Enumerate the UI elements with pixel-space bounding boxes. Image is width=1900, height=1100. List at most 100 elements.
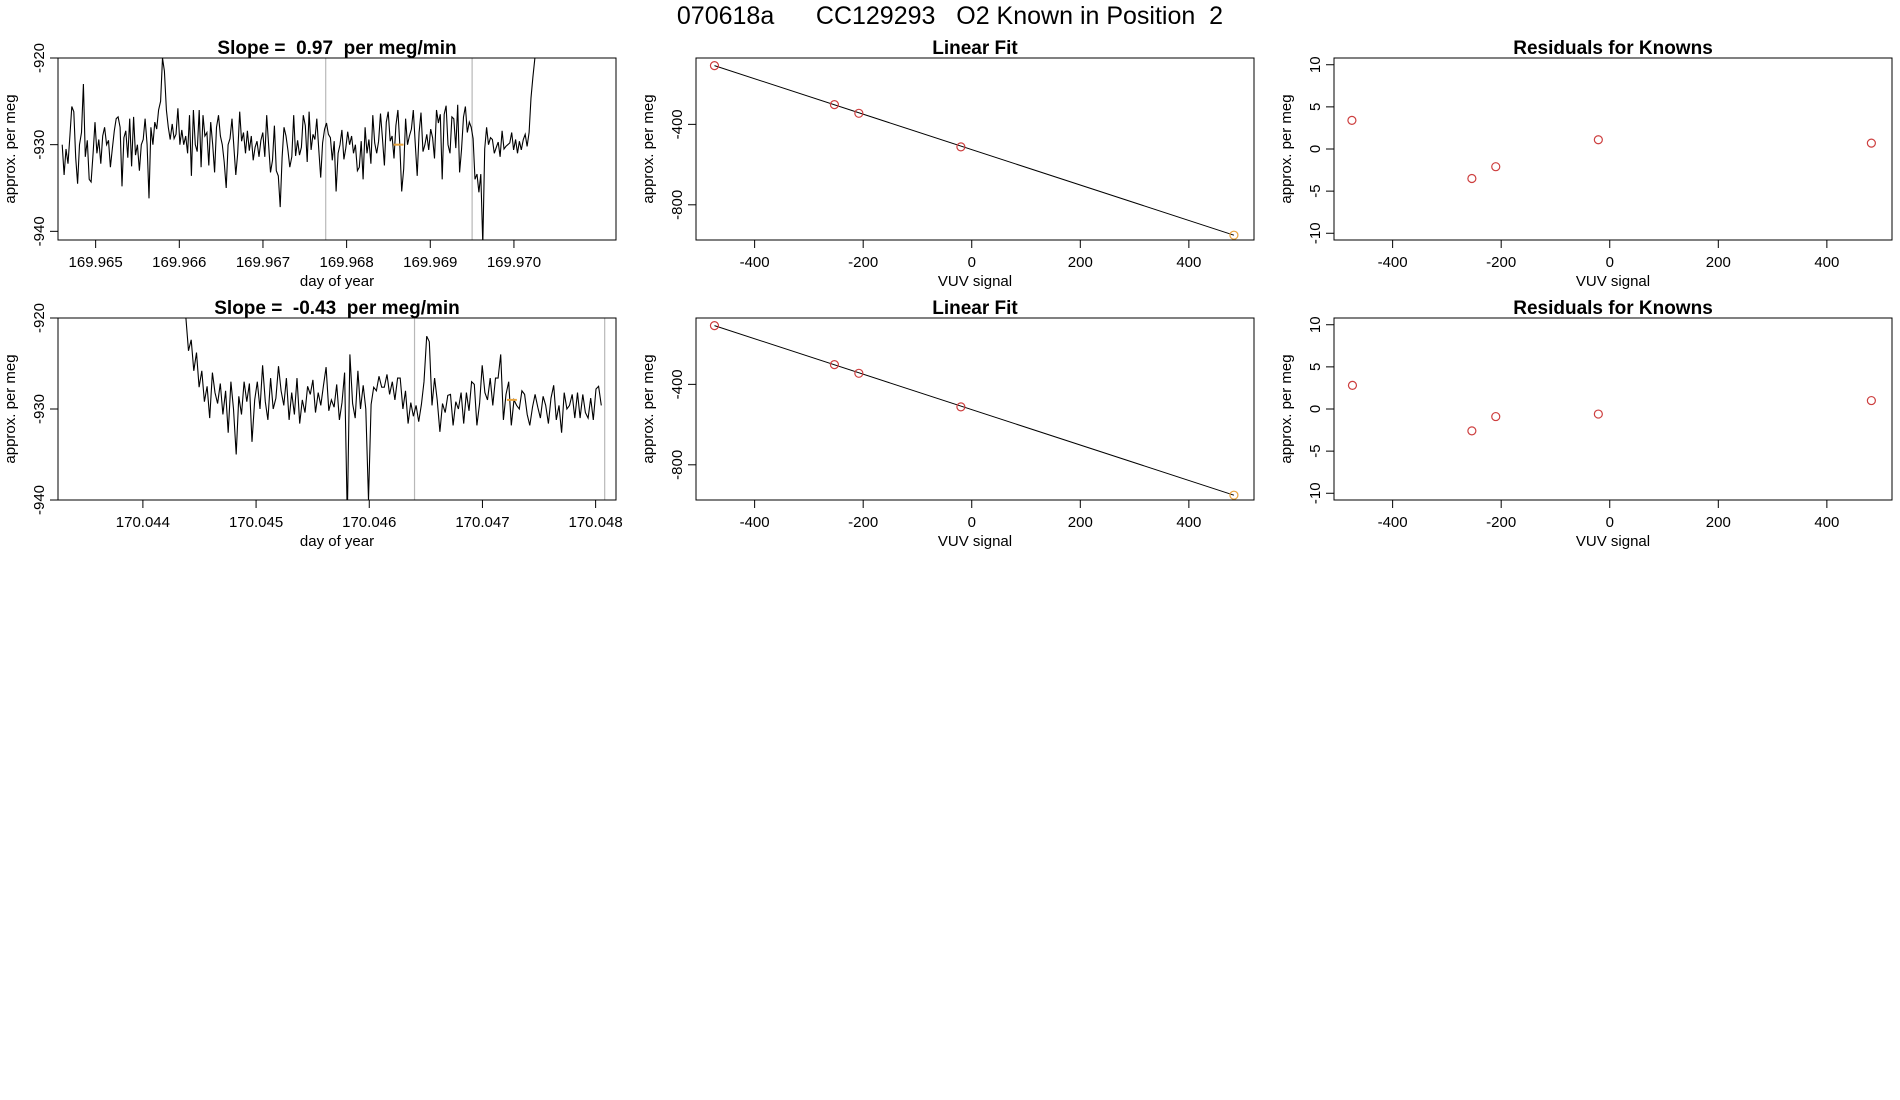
x-tick-label: 0: [968, 514, 976, 531]
panel-linear-fit-1: Linear Fit -800 -400 approx. per meg -400 -20…: [640, 38, 1255, 290]
fit-line: [714, 65, 1235, 236]
plot-frame: [57, 317, 617, 501]
y-tick-label: 0: [1307, 145, 1324, 153]
y-axis-label: approx. per meg: [1278, 94, 1295, 203]
x-tick-label: 170.047: [455, 514, 509, 531]
plot-frame: [695, 317, 1255, 501]
plot-frame: [695, 57, 1255, 241]
x-tick-label: 169.968: [320, 254, 374, 271]
data-point: [1866, 395, 1876, 406]
chart-title: Linear Fit: [932, 298, 1018, 319]
data-point: [1347, 380, 1358, 391]
x-tick-label: 169.970: [487, 254, 541, 271]
x-tick-label: 170.046: [342, 514, 396, 531]
x-tick-label: -400: [1378, 254, 1408, 271]
plot-area: [709, 321, 1239, 500]
x-tick-label: -200: [1486, 514, 1516, 531]
y-tick-label: 5: [1307, 103, 1324, 111]
plot-area: [709, 61, 1239, 240]
y-axis-label: approx. per meg: [2, 354, 19, 463]
y-tick-label: -400: [669, 109, 686, 139]
x-axis-label: VUV signal: [938, 533, 1012, 550]
y-tick-label: -940: [31, 485, 48, 515]
x-tick-label: 169.969: [403, 254, 457, 271]
x-tick-label: 169.967: [236, 254, 290, 271]
data-point: [956, 142, 966, 152]
y-tick-label: 10: [1307, 316, 1324, 333]
data-point: [1491, 162, 1501, 172]
x-tick-label: 0: [1606, 254, 1614, 271]
y-tick-label: 5: [1307, 363, 1324, 371]
x-tick-label: 169.965: [69, 254, 123, 271]
panel-linear-fit-2: Linear Fit -800 -400 approx. per meg -400 -20…: [640, 298, 1255, 550]
panel-residuals-2: Residuals for Knowns -10 -5 0 5 10 approx. per…: [1278, 298, 1893, 550]
panel-timeseries-1: Slope = 0.97 per meg/min -940 -930 -920 appr…: [2, 38, 617, 290]
data-point: [956, 402, 966, 412]
fit-line: [714, 325, 1235, 496]
data-point: [1229, 230, 1239, 240]
x-axis-label: VUV signal: [1576, 273, 1650, 290]
y-tick-label: -920: [31, 43, 48, 73]
chart-title: Residuals for Knowns: [1513, 38, 1713, 59]
chart-title: Residuals for Knowns: [1513, 298, 1713, 319]
data-point: [1347, 115, 1357, 125]
x-tick-label: 200: [1068, 254, 1093, 271]
series-line: [61, 58, 536, 240]
x-tick-label: -400: [740, 514, 770, 531]
panel-timeseries-2: Slope = -0.43 per meg/min -940 -930 -920 app…: [2, 298, 623, 550]
data-point: [1491, 411, 1501, 422]
x-tick-label: 400: [1176, 254, 1201, 271]
x-tick-label: 400: [1814, 254, 1839, 271]
plot-frame: [1333, 317, 1893, 501]
x-tick-label: 170.044: [116, 514, 170, 531]
x-tick-label: 200: [1706, 254, 1731, 271]
x-axis-label: VUV signal: [1576, 533, 1650, 550]
x-tick-label: 200: [1706, 514, 1731, 531]
data-point: [709, 321, 720, 331]
data-point: [1467, 173, 1477, 184]
x-tick-label: -200: [848, 514, 878, 531]
y-tick-label: -800: [669, 450, 686, 480]
plot-frame: [1333, 57, 1893, 241]
y-tick-label: -5: [1307, 444, 1324, 457]
data-point: [1866, 138, 1876, 148]
x-axis-label: VUV signal: [938, 273, 1012, 290]
y-tick-label: -940: [31, 216, 48, 246]
y-tick-label: -920: [31, 303, 48, 333]
x-tick-label: 170.048: [569, 514, 623, 531]
page-title: 070618a CC129293 O2 Known in Position 2: [676, 2, 1224, 30]
y-tick-label: -400: [669, 369, 686, 399]
data-point: [829, 100, 840, 110]
x-axis-label: day of year: [300, 273, 374, 290]
y-tick-label: 0: [1307, 405, 1324, 413]
y-axis-label: approx. per meg: [640, 354, 657, 463]
y-axis-label: approx. per meg: [1278, 354, 1295, 463]
y-axis-label: approx. per meg: [640, 94, 657, 203]
x-tick-label: -400: [1378, 514, 1408, 531]
x-tick-label: -400: [740, 254, 770, 271]
data-point: [854, 108, 864, 118]
y-tick-label: -10: [1307, 222, 1324, 244]
data-point: [1593, 135, 1603, 145]
x-axis-label: day of year: [300, 533, 374, 550]
data-point: [709, 61, 720, 71]
plot-area: [61, 58, 536, 240]
x-tick-label: 400: [1176, 514, 1201, 531]
plot-area: [1347, 380, 1876, 436]
plot-frame: [57, 57, 617, 241]
x-tick-label: -200: [1486, 254, 1516, 271]
x-tick-label: 400: [1814, 514, 1839, 531]
x-tick-label: 200: [1068, 514, 1093, 531]
x-tick-label: 0: [968, 254, 976, 271]
series-line: [185, 318, 602, 500]
x-tick-label: -200: [848, 254, 878, 271]
x-tick-label: 169.966: [152, 254, 206, 271]
panel-residuals-1: Residuals for Knowns -10 -5 0 5 10 approx. per…: [1278, 38, 1893, 290]
y-tick-label: 10: [1307, 56, 1324, 73]
y-tick-label: -10: [1307, 482, 1324, 504]
y-tick-label: -5: [1307, 184, 1324, 197]
plot-area: [1347, 115, 1876, 184]
data-point: [1467, 426, 1477, 436]
y-axis-label: approx. per meg: [2, 94, 19, 203]
chart-title: Slope = 0.97 per meg/min: [217, 38, 456, 59]
